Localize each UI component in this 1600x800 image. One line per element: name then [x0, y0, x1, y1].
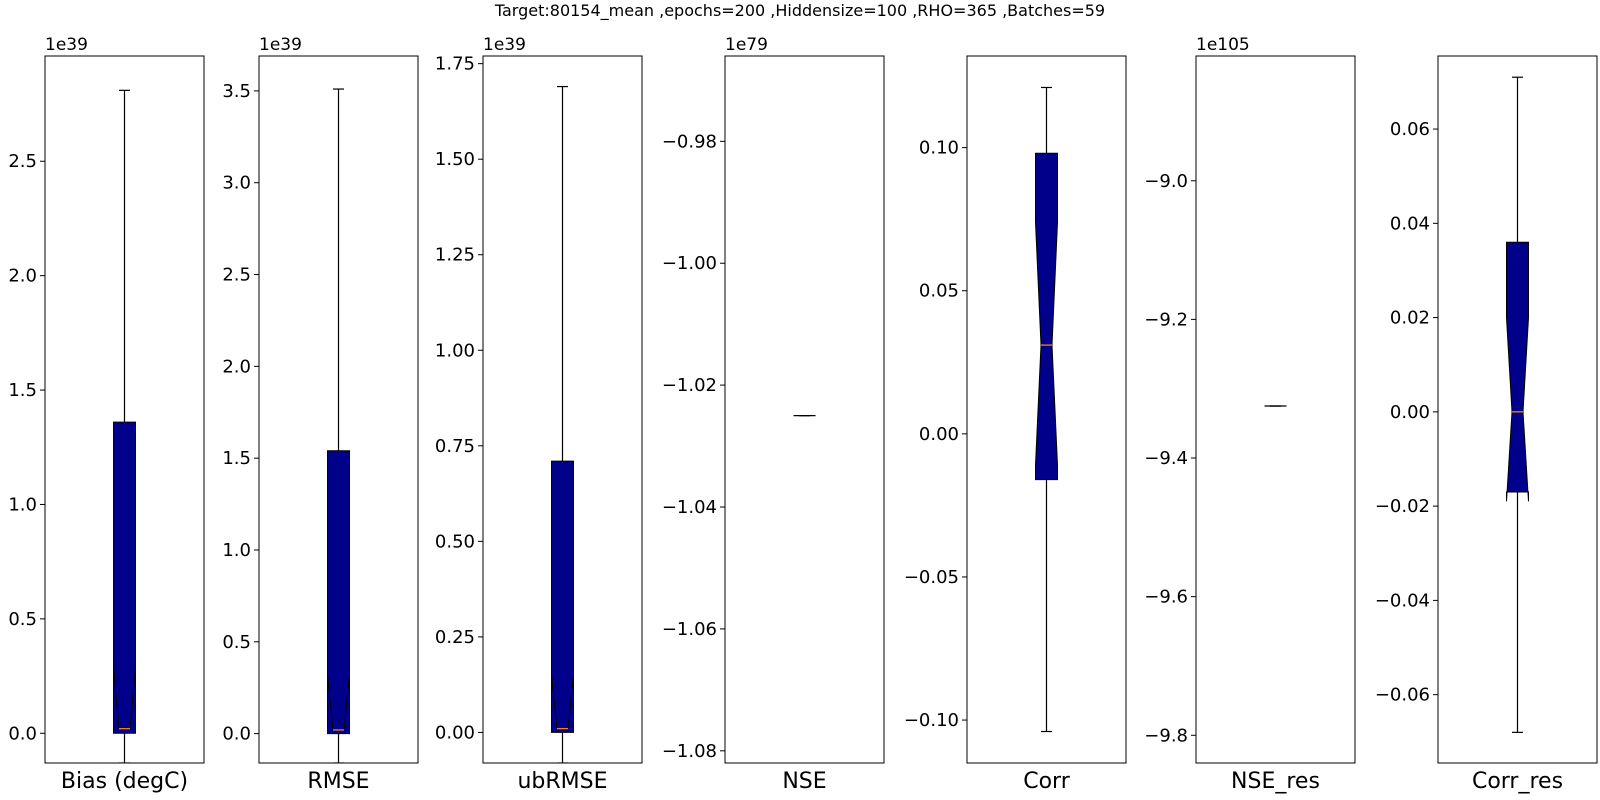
notched-box	[551, 460, 574, 733]
y-tick-label: 1.00	[435, 340, 475, 361]
y-tick-label: 0.75	[435, 436, 475, 457]
panel-nse: −1.08 −1.06 −1.04 −1.02 −1.00 −0.98 1e79 NSE	[662, 35, 885, 794]
y-tick-label: 2.5	[8, 151, 37, 172]
panel-bias-degc-: 0.0 0.5 1.0 1.5 2.0 2.5 1e39 Bias (degC)	[8, 35, 205, 794]
y-tick-label: 0.5	[222, 632, 251, 653]
y-tick-label: 0.25	[435, 627, 475, 648]
axes-frame	[724, 55, 885, 764]
y-tick-label: 1.0	[8, 494, 37, 515]
panel-rmse: 0.0 0.5 1.0 1.5 2.0 2.5 3.0 3.5 1e39 RMSE	[222, 35, 419, 794]
y-tick-label: 0.10	[919, 138, 959, 159]
y-tick-label: −1.02	[662, 375, 717, 396]
y-tick-label: 1.75	[435, 54, 475, 75]
y-tick-label: 0.02	[1390, 308, 1430, 329]
y-tick-label: 3.5	[222, 81, 251, 102]
y-tick-label: 1.50	[435, 149, 475, 170]
y-tick-label: 0.5	[8, 609, 37, 630]
y-tick-label: 0.00	[435, 722, 475, 743]
y-tick-label: −9.2	[1144, 309, 1188, 330]
x-axis-label: Corr_res	[1472, 769, 1563, 794]
axes-frame	[258, 55, 419, 764]
y-tick-label: 1.25	[435, 245, 475, 266]
x-axis-label: Bias (degC)	[61, 769, 188, 794]
panels: 0.0 0.5 1.0 1.5 2.0 2.5 1e39 Bias (degC) 0.0 0.5 1…	[8, 35, 1598, 794]
plot-area	[327, 88, 350, 763]
figure-title: Target:80154_mean ,epochs=200 ,Hiddensiz…	[494, 1, 1105, 21]
notched-box	[1506, 241, 1529, 502]
y-tick-label: 0.05	[919, 281, 959, 302]
y-tick-label: 0.0	[8, 723, 37, 744]
y-tick-label: −1.00	[662, 253, 717, 274]
axis-offset-label: 1e39	[259, 35, 302, 55]
y-tick-label: −9.6	[1144, 587, 1188, 608]
y-tick-label: 2.5	[222, 265, 251, 286]
y-tick-label: 0.00	[1390, 402, 1430, 423]
x-axis-label: Corr	[1023, 769, 1070, 794]
y-tick-label: 1.5	[222, 448, 251, 469]
y-tick-label: −9.4	[1144, 448, 1188, 469]
y-tick-label: −0.06	[1375, 685, 1430, 706]
axis-offset-label: 1e105	[1196, 35, 1250, 55]
y-tick-label: 0.06	[1390, 119, 1430, 140]
y-tick-label: 0.0	[222, 724, 251, 745]
y-tick-label: 1.5	[8, 380, 37, 401]
notched-box	[113, 421, 136, 734]
x-axis-label: NSE_res	[1231, 769, 1320, 794]
y-tick-label: 0.00	[919, 424, 959, 445]
x-axis-label: ubRMSE	[517, 769, 607, 794]
panel-corr-res: −0.06 −0.04 −0.02 0.00 0.02 0.04 0.06 Corr_res	[1375, 55, 1598, 794]
y-tick-label: 2.0	[8, 266, 37, 287]
plot-area	[551, 85, 574, 763]
plot-area	[1035, 86, 1058, 733]
axes-frame	[44, 55, 205, 764]
y-tick-label: −1.04	[662, 497, 717, 518]
axes-frame	[1437, 55, 1598, 764]
panel-nse-res: −9.8 −9.6 −9.4 −9.2 −9.0 1e105 NSE_res	[1144, 35, 1356, 794]
y-tick-label: −1.06	[662, 619, 717, 640]
y-tick-label: −0.05	[904, 567, 959, 588]
y-tick-label: 3.0	[222, 173, 251, 194]
y-tick-label: −9.8	[1144, 725, 1188, 746]
y-tick-label: −0.04	[1375, 590, 1430, 611]
y-tick-label: 2.0	[222, 356, 251, 377]
x-axis-label: RMSE	[307, 769, 369, 794]
notched-box	[1035, 152, 1058, 481]
axes-frame	[1195, 55, 1356, 764]
y-tick-label: −0.02	[1375, 496, 1430, 517]
y-tick-label: −9.0	[1144, 171, 1188, 192]
y-tick-label: −0.98	[662, 131, 717, 152]
x-axis-label: NSE	[782, 769, 826, 794]
notched-box	[327, 450, 350, 735]
axis-offset-label: 1e39	[483, 35, 526, 55]
y-tick-label: 0.50	[435, 531, 475, 552]
axis-offset-label: 1e39	[45, 35, 88, 55]
plot-area	[113, 89, 136, 763]
axes-frame	[482, 55, 643, 764]
y-tick-label: 1.0	[222, 540, 251, 561]
y-tick-label: −0.10	[904, 710, 959, 731]
y-tick-label: 0.04	[1390, 213, 1430, 234]
axes-frame	[966, 55, 1127, 764]
axis-offset-label: 1e79	[725, 35, 768, 55]
panel-ubrmse: 0.00 0.25 0.50 0.75 1.00 1.25 1.50 1.75 1e39 ubRM…	[435, 35, 643, 794]
plot-area	[1506, 76, 1529, 733]
panel-corr: −0.10 −0.05 0.00 0.05 0.10 Corr	[904, 55, 1127, 794]
y-tick-label: −1.08	[662, 741, 717, 762]
